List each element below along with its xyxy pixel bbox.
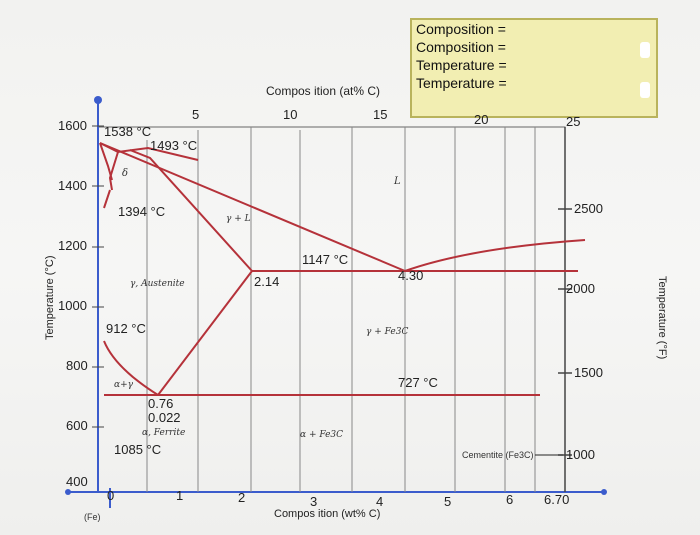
region-delta: δ xyxy=(122,168,129,179)
delta-gamma-line xyxy=(103,189,111,209)
fe-label: (Fe) xyxy=(84,512,101,522)
top-axis-title: Compos ition (at% C) xyxy=(266,84,381,98)
right-tick-2500: 2500 xyxy=(574,201,603,216)
bottom-tick-6: 6 xyxy=(506,492,514,507)
label-0-022: 0.022 xyxy=(148,410,181,425)
right-tick-1500: 1500 xyxy=(574,365,603,380)
right-axis-title: Temperature (°F) xyxy=(656,276,668,360)
temperature-f-line: Temperature = xyxy=(416,75,507,91)
label-4-30: 4.30 xyxy=(398,268,424,283)
label-1538: 1538 °C xyxy=(104,124,152,139)
left-axis-title: Temperature (°C) xyxy=(44,255,56,340)
left-tick-600: 600 xyxy=(66,418,88,433)
composition-at-line: Composition = xyxy=(416,21,506,37)
region-ferrite: α, Ferrite xyxy=(142,428,186,438)
region-gamma-liquid: γ + L xyxy=(226,214,251,224)
bottom-tick-0: 0 xyxy=(107,488,115,503)
bottom-tick-5: 5 xyxy=(444,494,452,509)
a3-line xyxy=(103,340,159,396)
label-1085: 1085 °C xyxy=(114,442,162,457)
label-1394: 1394 °C xyxy=(118,204,166,219)
left-tick-1600: 1600 xyxy=(58,118,87,133)
region-alpha-gamma: α+γ xyxy=(114,380,133,390)
region-cementite: Cementite (Fe3C) xyxy=(462,450,534,460)
box-handle-bottom[interactable] xyxy=(640,82,650,98)
right-tick-2000: 2000 xyxy=(566,281,595,296)
bottom-tick-1: 1 xyxy=(176,488,184,503)
label-0-76: 0.76 xyxy=(148,396,174,411)
liquidus-right xyxy=(404,239,586,272)
phase-boundaries xyxy=(99,142,586,396)
grid-lines xyxy=(146,127,536,492)
left-tick-800: 800 xyxy=(66,358,88,373)
left-tick-1400: 1400 xyxy=(58,178,87,193)
left-tick-1000: 1000 xyxy=(58,298,87,313)
box-handle-top[interactable] xyxy=(640,42,650,58)
bottom-axis-left-dot xyxy=(65,489,71,495)
region-austenite: γ, Austenite xyxy=(130,279,185,289)
left-ticks xyxy=(92,125,104,428)
top-tick-15: 15 xyxy=(373,107,388,122)
delta-upper xyxy=(99,142,199,161)
region-gamma-fe3c: γ + Fe3C xyxy=(366,327,409,337)
label-1493: 1493 °C xyxy=(150,138,198,153)
region-alpha-fe3c: α + Fe3C xyxy=(300,430,344,440)
top-tick-5: 5 xyxy=(192,107,200,122)
left-axis-top-dot xyxy=(94,96,102,104)
composition-info-box: Composition = Composition = Temperature … xyxy=(410,18,658,118)
label-1147: 1147 °C xyxy=(302,252,349,267)
top-tick-25: 25 xyxy=(566,114,581,129)
bottom-tick-6-70: 6.70 xyxy=(544,492,570,507)
acm-line xyxy=(157,270,253,396)
label-912: 912 °C xyxy=(106,321,146,336)
region-liquid: L xyxy=(394,176,401,187)
top-tick-10: 10 xyxy=(283,107,298,122)
solidus xyxy=(129,149,253,272)
liquidus-left xyxy=(99,142,406,272)
top-tick-20: 20 xyxy=(474,112,489,127)
bottom-axis-title: Compos ition (wt% C) xyxy=(274,508,381,520)
bottom-tick-4: 4 xyxy=(376,494,384,509)
bottom-tick-2: 2 xyxy=(238,490,246,505)
bottom-axis-right-dot xyxy=(601,489,607,495)
left-tick-400: 400 xyxy=(66,474,88,489)
left-tick-1200: 1200 xyxy=(58,238,87,253)
composition-wt-line: Composition = xyxy=(416,39,506,55)
delta-lower xyxy=(108,151,119,191)
label-727: 727 °C xyxy=(398,375,438,390)
right-tick-1000: 1000 xyxy=(566,447,595,462)
label-2-14: 2.14 xyxy=(254,274,280,289)
bottom-tick-3: 3 xyxy=(310,494,318,509)
temperature-c-line: Temperature = xyxy=(416,57,507,73)
